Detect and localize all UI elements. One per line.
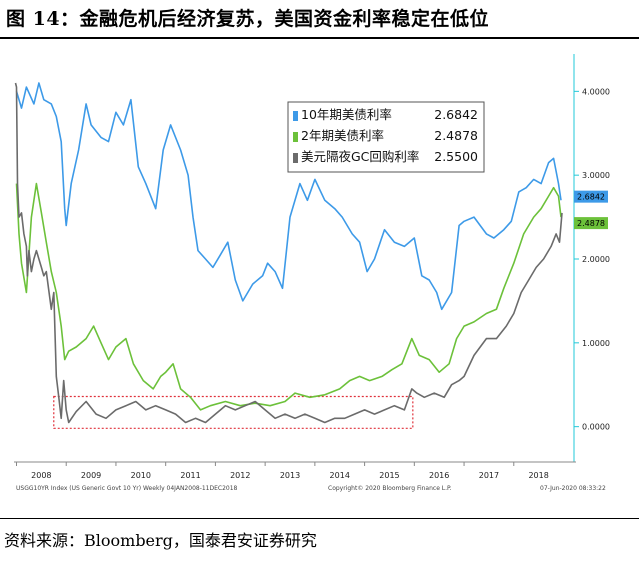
x-tick-label: 2010 (131, 471, 151, 480)
legend-series-name: 2年期美债利率 (301, 128, 384, 143)
chart-axes: 0.0000 1.0000 2.0000 3.0000 4.0000 2008 2009 20… (14, 54, 610, 480)
x-tick-label: 2014 (330, 471, 350, 480)
figure-title: 图 14：金融危机后经济复苏，美国资金利率稳定在低位 (6, 8, 490, 30)
chart-area: 0.0000 1.0000 2.0000 3.0000 4.0000 2008 2009 20… (0, 42, 639, 512)
legend-series-value: 2.5500 (434, 149, 478, 164)
legend-series-value: 2.6842 (434, 107, 478, 122)
legend-series-name: 美元隔夜GC回购利率 (301, 149, 419, 164)
legend-swatch (293, 153, 298, 163)
legend-series-name: 10年期美债利率 (301, 107, 392, 122)
y-tick-label: 4.0000 (582, 87, 610, 96)
x-tick-label: 2017 (479, 471, 499, 480)
series-line-3 (14, 82, 563, 424)
x-tick-label: 2013 (280, 471, 300, 480)
legend-series-value: 2.4878 (434, 128, 478, 143)
bottom-rule (0, 518, 639, 519)
legend: 10年期美债利率 2.6842 2年期美债利率 2.4878 美元隔夜GC回购利率 2.5… (287, 101, 485, 173)
end-value-label: 2.6842 (577, 193, 605, 202)
y-tick-label: 1.0000 (582, 339, 610, 348)
line-chart: 0.0000 1.0000 2.0000 3.0000 4.0000 2008 2009 20… (14, 54, 610, 492)
series-line-1 (15, 82, 562, 311)
x-tick-label: 2012 (230, 471, 250, 480)
x-tick-label: 2009 (81, 471, 101, 480)
chart-footer-right: 07-Jun-2020 08:33:22 (540, 485, 606, 492)
source-note: 资料来源：Bloomberg，国泰君安证券研究 (4, 531, 317, 550)
end-value-labels: 2.6842 2.4878 (574, 190, 608, 230)
x-tick-label: 2016 (429, 471, 449, 480)
end-value-box (574, 217, 608, 230)
end-value-label: 2.4878 (577, 219, 605, 228)
legend-swatch (293, 132, 298, 142)
y-tick-label: 0.0000 (582, 423, 610, 432)
series-line-2 (15, 182, 562, 411)
legend-swatch (293, 111, 298, 121)
series-group (14, 82, 563, 424)
x-tick-label: 2008 (31, 471, 51, 480)
x-tick-label: 2015 (379, 471, 399, 480)
chart-footer-mid: Copyright© 2020 Bloomberg Finance L.P. (328, 485, 452, 492)
top-rule (0, 37, 639, 39)
y-tick-label: 2.0000 (582, 255, 610, 264)
end-value-box (574, 190, 608, 203)
highlight-box (53, 395, 414, 429)
x-tick-label: 2011 (180, 471, 200, 480)
legend-box (287, 101, 485, 173)
y-tick-label: 3.0000 (582, 171, 610, 180)
chart-footer-left: USGG10YR Index (US Generic Govt 10 Yr) W… (16, 485, 238, 492)
x-tick-label: 2018 (528, 471, 548, 480)
